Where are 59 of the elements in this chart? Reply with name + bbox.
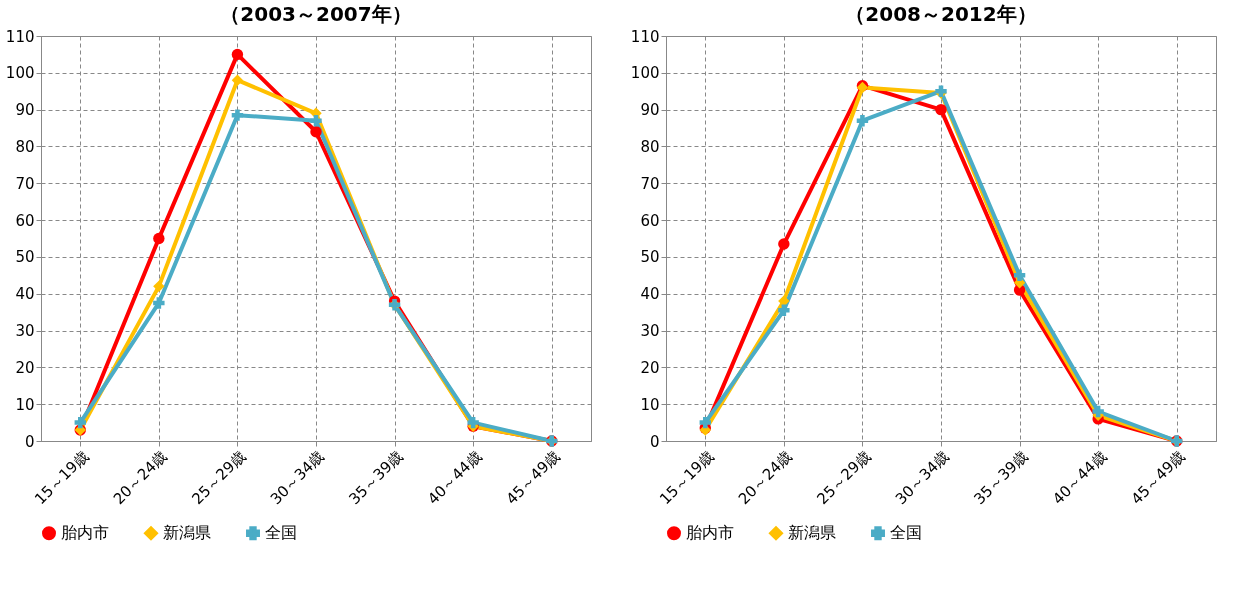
y-tick-label: 20 (15, 358, 35, 377)
y-tick-label: 100 (630, 64, 660, 83)
y-tick-label: 70 (640, 174, 660, 193)
y-tick-label: 30 (15, 322, 35, 341)
legend-label: 胎内市 (61, 523, 109, 543)
point (856, 114, 869, 127)
y-tick-label: 80 (15, 137, 35, 156)
y-tick-label: 70 (15, 174, 35, 193)
x-tick-label: 35～39歳 (970, 447, 1032, 509)
point (231, 48, 244, 61)
y-tick-label: 20 (640, 358, 660, 377)
y-tick-label: 100 (5, 64, 35, 83)
x-tick-label: 45～49歳 (502, 447, 564, 509)
point (153, 232, 165, 245)
point (231, 109, 244, 121)
point (74, 416, 86, 429)
point (231, 74, 244, 86)
legend-label: 全国 (265, 523, 297, 543)
x-tick-label: 40～44歳 (1049, 447, 1110, 509)
point (1013, 269, 1026, 282)
point (778, 304, 790, 316)
x-tick-label: 25～29歳 (188, 447, 250, 509)
legend-label: 新潟県 (163, 523, 211, 543)
x-tick-label: 45～49歳 (1127, 447, 1189, 509)
point (699, 416, 711, 429)
y-tick-label: 80 (640, 137, 660, 156)
point (467, 416, 479, 429)
point (1092, 405, 1104, 418)
x-tick-label: 30～34歳 (266, 447, 328, 509)
y-tick-label: 10 (15, 395, 35, 414)
point (153, 280, 165, 293)
y-tick-label: 40 (640, 285, 660, 304)
x-tick-label: 20～24歳 (109, 447, 171, 509)
x-tick-label: 30～34歳 (891, 447, 953, 509)
legend-label: 胎内市 (686, 523, 734, 543)
point (153, 297, 165, 309)
y-tick-label: 30 (640, 322, 660, 341)
y-tick-label: 110 (5, 27, 35, 46)
x-tick-label: 20～24歳 (734, 447, 796, 509)
chart-title: （2003～2007年） (220, 2, 412, 26)
legend-label: 新潟県 (788, 523, 836, 543)
y-tick-label: 10 (640, 395, 660, 414)
x-tick-label: 25～29歳 (813, 447, 875, 509)
x-tick-label: 40～44歳 (424, 447, 485, 509)
point (778, 238, 790, 250)
chart-title: （2008～2012年） (845, 2, 1037, 26)
y-tick-label: 90 (15, 101, 35, 120)
y-tick-label: 50 (15, 248, 35, 267)
y-tick-label: 110 (630, 27, 660, 46)
point (935, 103, 947, 116)
y-tick-label: 60 (640, 211, 660, 230)
legend-label: 全国 (890, 523, 922, 543)
point (310, 126, 322, 138)
y-tick-label: 60 (15, 211, 35, 230)
y-tick-label: 90 (640, 101, 660, 120)
y-tick-label: 40 (15, 285, 35, 304)
y-tick-label: 50 (640, 248, 660, 267)
point (310, 114, 322, 127)
x-tick-label: 35～39歳 (345, 447, 407, 509)
